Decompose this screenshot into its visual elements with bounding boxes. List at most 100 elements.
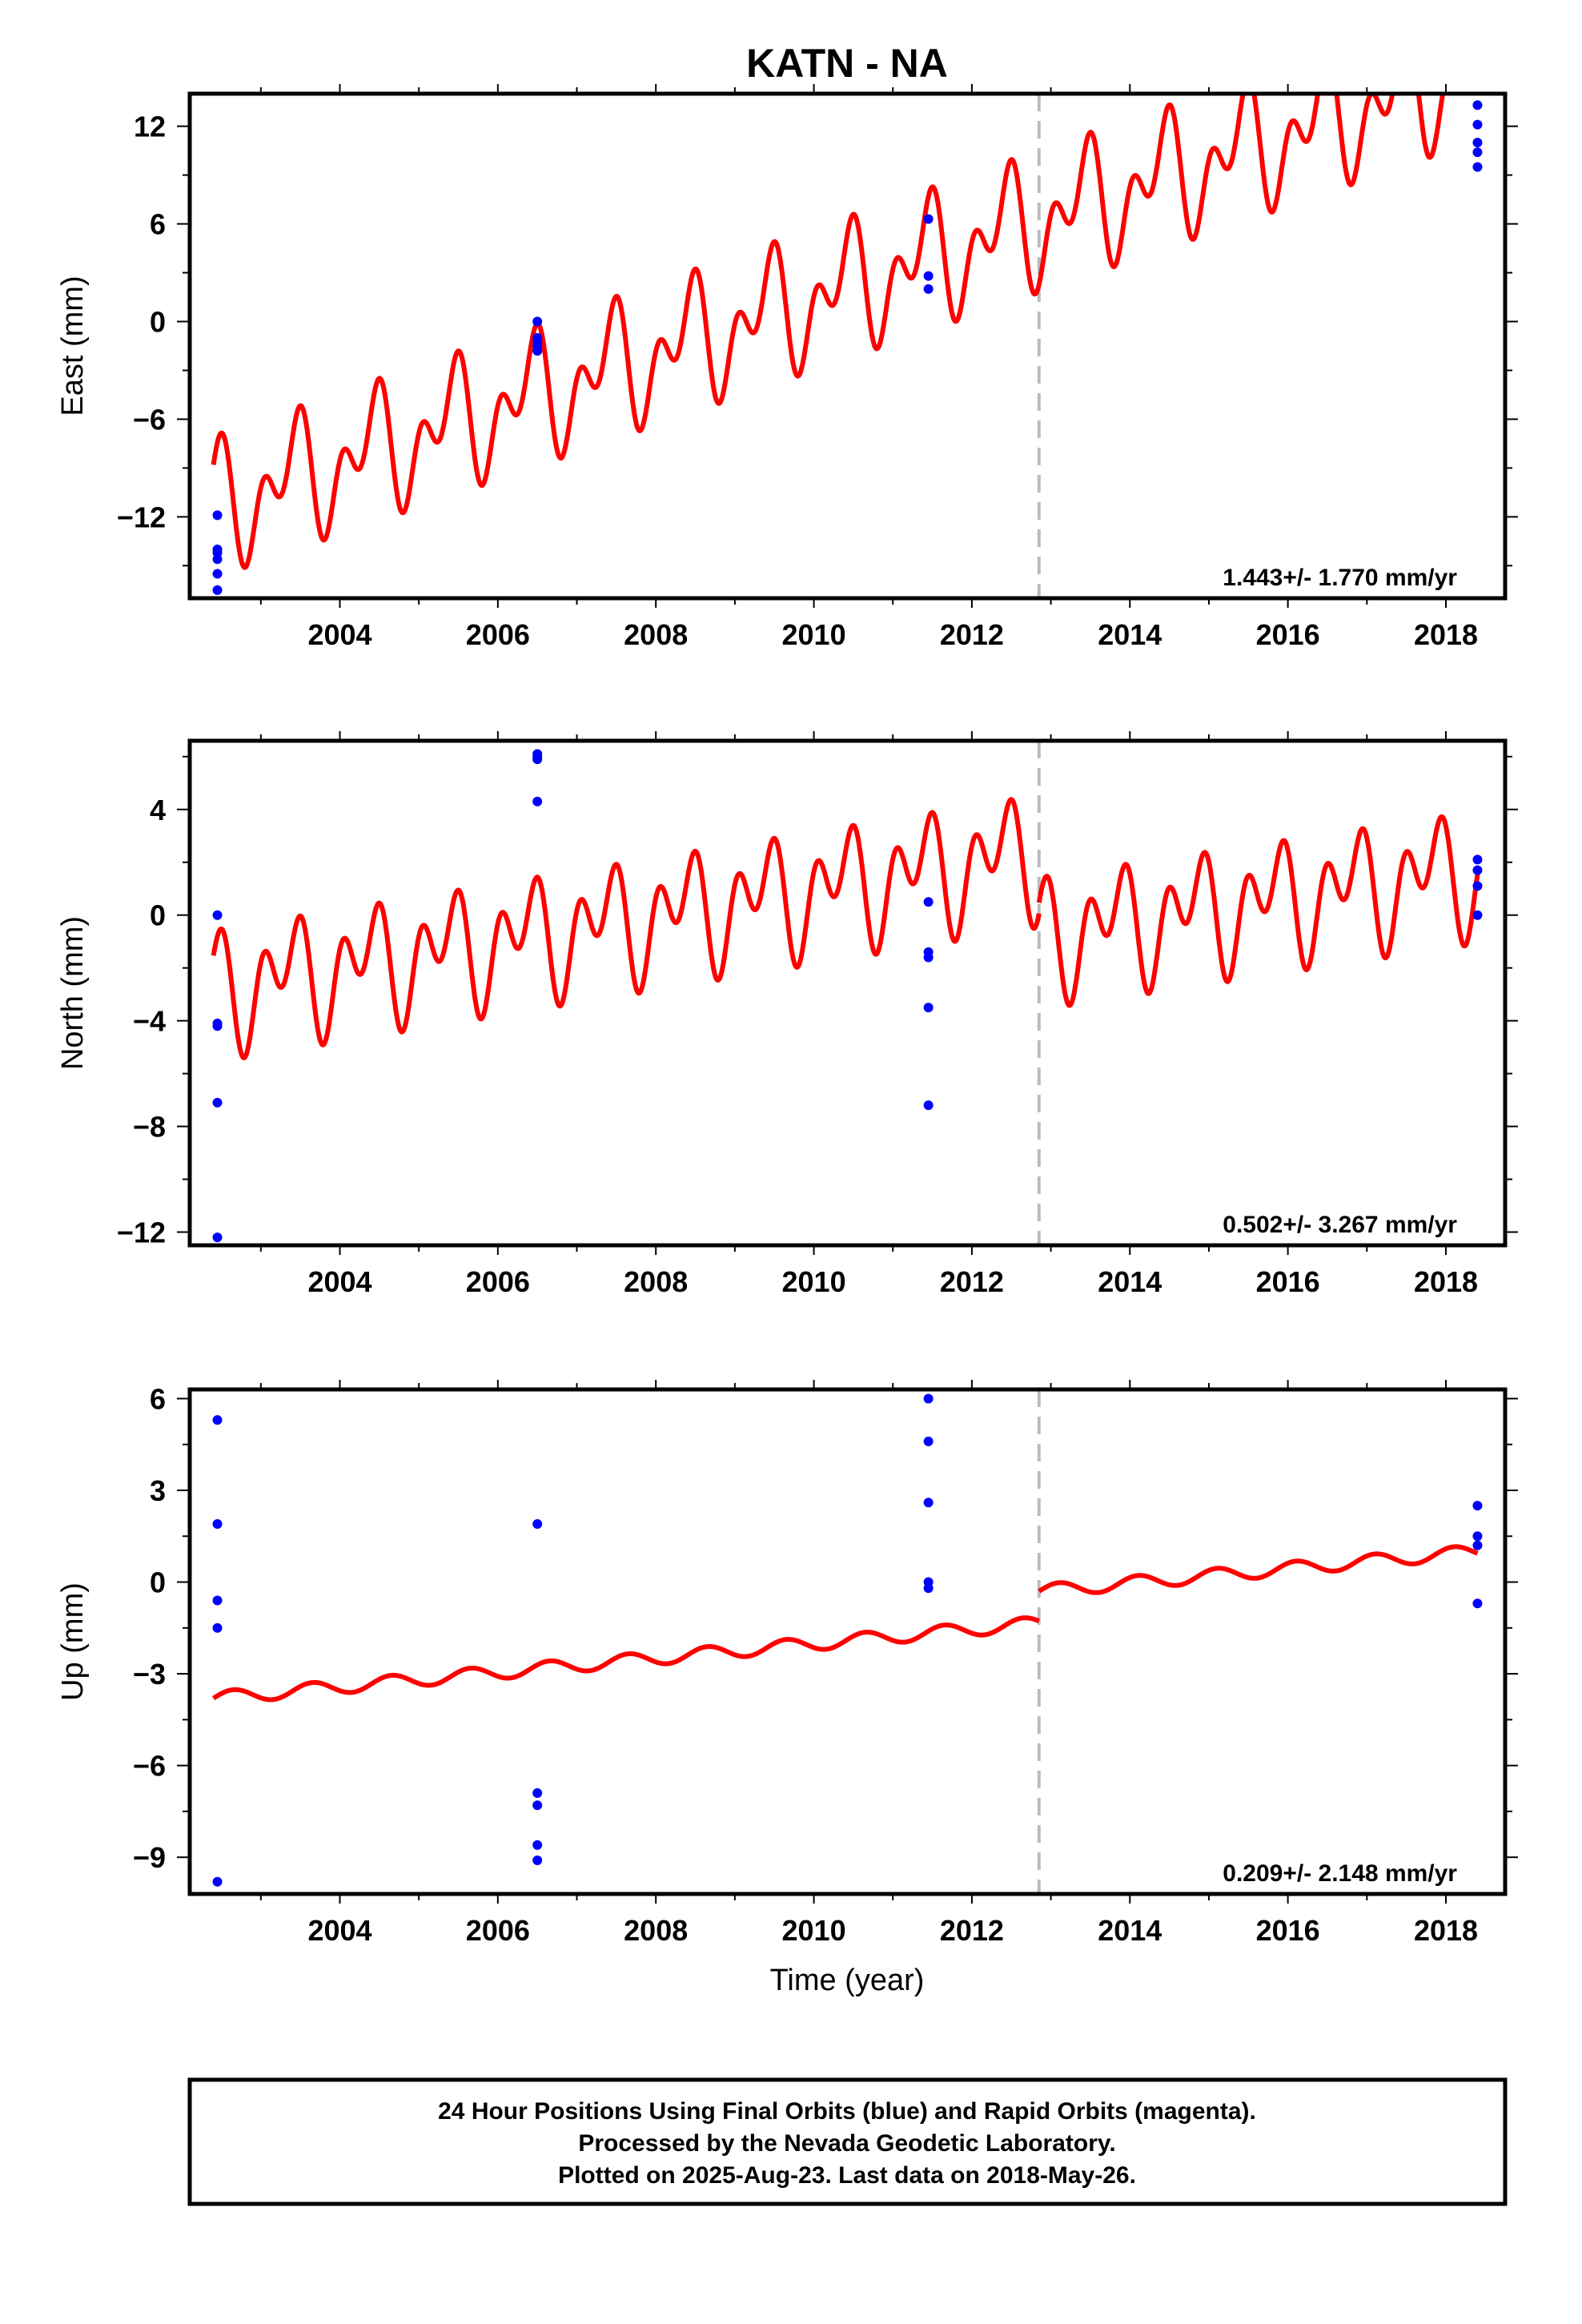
east-frame [187,91,1508,601]
x-tick-label: 2008 [624,1914,688,1947]
x-tick-label: 2004 [307,618,371,651]
footer-line-orbits: 24 Hour Positions Using Final Orbits (bl… [438,2098,1256,2125]
y-tick-label: 6 [150,1382,166,1415]
x-tick-label: 2014 [1098,618,1162,651]
data-point [1472,147,1483,158]
data-point [923,283,934,294]
up-plot-area [211,1389,1483,1894]
data-point [923,271,934,281]
y-tick-label: 0 [150,306,166,339]
data-point [1472,910,1483,920]
up-y-axis-title: Up (mm) [56,1582,90,1701]
model-curve-segment-2 [1036,94,1446,285]
y-tick-label: −12 [117,501,166,533]
y-tick-label: 4 [150,794,166,826]
y-tick-label: −3 [133,1658,166,1691]
x-tick-label: 2012 [940,618,1004,651]
data-point [1472,881,1483,891]
data-point [212,1622,223,1633]
data-point [1472,1540,1483,1550]
data-point [923,952,934,963]
x-tick-label: 2006 [466,1265,530,1298]
footer-frame [187,2077,1508,2206]
data-point [923,1100,934,1111]
x-tick-label: 2018 [1414,618,1478,651]
panels-group: 2004 2006 2008 2010 2012 2014 2016 2018 −12 −6 0 6 1… [56,84,1518,1947]
data-point [532,346,543,356]
north-rate-label: 0.502+/- 3.267 mm/yr [1223,1212,1457,1238]
data-point [532,1839,543,1850]
y-tick-label: −12 [117,1216,166,1249]
data-point [923,897,934,907]
data-point [923,1393,934,1404]
x-tick-label: 2010 [782,1265,846,1298]
data-point [1472,100,1483,111]
y-tick-label: 0 [150,1566,166,1599]
data-point [212,569,223,579]
data-point [532,796,543,806]
data-point [212,554,223,565]
data-point [923,214,934,224]
footer-line-plotted: Plotted on 2025-Aug-23. Last data on 201… [558,2162,1136,2189]
data-point [923,1498,934,1508]
x-tick-label: 2010 [782,1914,846,1947]
y-tick-label: −9 [133,1841,166,1874]
x-tick-label: 2014 [1098,1914,1162,1947]
data-point [1472,865,1483,875]
data-point [1472,1531,1483,1542]
north-panel: 2004 2006 2008 2010 2012 2014 2016 2018 −12 −8 −4 0… [56,731,1518,1298]
x-tick-label: 2014 [1098,1265,1162,1298]
y-tick-label: 3 [150,1474,166,1507]
data-point [923,1003,934,1013]
data-point [212,1415,223,1425]
data-point [1472,137,1483,147]
up-frame [187,1387,1508,1896]
data-point [532,1856,543,1865]
east-y-axis-title: East (mm) [56,275,90,416]
data-point [532,1800,543,1811]
data-point [532,1788,543,1798]
x-tick-label: 2004 [307,1265,371,1298]
east-panel: 2004 2006 2008 2010 2012 2014 2016 2018 −12 −6 0 6 1… [56,84,1518,651]
x-tick-label: 2018 [1414,1914,1478,1947]
model-curve-segment-1 [211,1615,1041,1703]
data-point [212,1519,223,1529]
data-point [212,585,223,595]
model-curve-segment-1 [211,157,1042,570]
x-tick-label: 2012 [940,1265,1004,1298]
x-tick-label: 2006 [466,618,530,651]
east-rate-label: 1.443+/- 1.770 mm/yr [1223,565,1457,591]
north-plot-area [211,741,1483,1245]
y-tick-label: −8 [133,1111,166,1144]
east-plot-area [211,94,1483,598]
x-tick-label: 2004 [307,1914,371,1947]
x-tick-label: 2006 [466,1914,530,1947]
data-point [212,1232,223,1243]
data-point [212,1595,223,1606]
data-point [923,1436,934,1446]
footer-box: 24 Hour Positions Using Final Orbits (bl… [187,2077,1508,2206]
data-point [532,754,543,765]
data-point [1472,1501,1483,1511]
x-tick-label: 2008 [624,618,688,651]
data-point [1472,1598,1483,1609]
data-point [923,1583,934,1594]
north-y-axis-title: North (mm) [56,916,90,1070]
x-tick-label: 2016 [1256,1265,1320,1298]
x-tick-label: 2018 [1414,1265,1478,1298]
y-tick-label: 6 [150,208,166,241]
data-point [212,510,223,521]
data-point [212,1097,223,1108]
y-tick-label: −6 [133,1750,166,1783]
data-point [212,1876,223,1887]
y-tick-label: −4 [133,1005,166,1038]
x-tick-label: 2016 [1256,1914,1320,1947]
model-curve-segment-1 [211,797,1042,1060]
up-panel: 2004 2006 2008 2010 2012 2014 2016 2018 −9 −6 −3 0 3… [56,1380,1518,1947]
x-axis-title: Time (year) [770,1964,925,1997]
model-curve-segment-2 [1037,1544,1480,1595]
data-point [532,316,543,327]
data-point [1472,162,1483,172]
